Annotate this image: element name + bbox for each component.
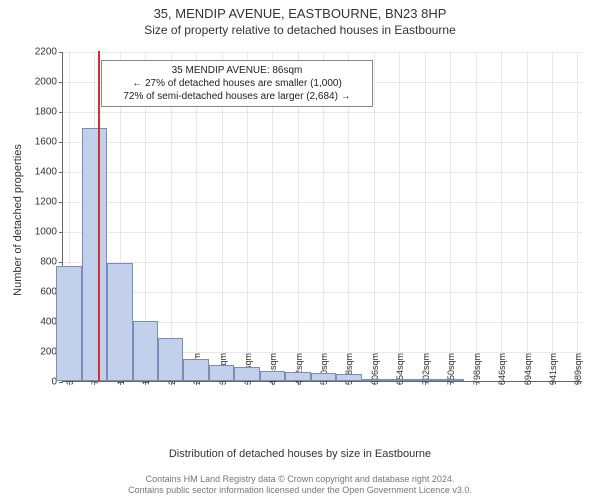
histogram-bar	[285, 372, 310, 381]
chart-title: 35, MENDIP AVENUE, EASTBOURNE, BN23 8HP	[0, 0, 600, 21]
footer-line-2: Contains public sector information licen…	[0, 485, 600, 496]
histogram-bar	[362, 379, 387, 381]
x-tick-label: 798sqm	[472, 353, 482, 385]
annotation-box: 35 MENDIP AVENUE: 86sqm ← 27% of detache…	[101, 60, 373, 107]
x-tick-label: 941sqm	[548, 353, 558, 385]
histogram-bar	[133, 321, 158, 381]
histogram-bar	[209, 365, 234, 382]
histogram-bar	[234, 367, 259, 381]
histogram-bar	[438, 379, 463, 381]
footer-line-1: Contains HM Land Registry data © Crown c…	[0, 474, 600, 485]
annotation-line-2: ← 27% of detached houses are smaller (1,…	[110, 77, 364, 90]
x-axis-label: Distribution of detached houses by size …	[0, 448, 600, 460]
property-marker-line	[98, 51, 100, 381]
histogram-bar	[56, 266, 81, 382]
annotation-line-3: 72% of semi-detached houses are larger (…	[110, 90, 364, 103]
x-tick-label: 846sqm	[497, 353, 507, 385]
plot-area: 0200400600800100012001400160018002000220…	[62, 52, 582, 412]
chart-subtitle: Size of property relative to detached ho…	[0, 21, 600, 37]
histogram-bar	[158, 338, 183, 382]
histogram-bar	[387, 379, 412, 381]
footer-attribution: Contains HM Land Registry data © Crown c…	[0, 474, 600, 496]
histogram-bar	[336, 374, 361, 381]
x-tick-label: 894sqm	[523, 353, 533, 385]
histogram-bar	[260, 371, 285, 382]
chart-container: 35, MENDIP AVENUE, EASTBOURNE, BN23 8HP …	[0, 0, 600, 500]
histogram-bar	[183, 359, 208, 381]
histogram-bar	[311, 373, 336, 381]
histogram-bar	[107, 263, 132, 382]
y-axis-label: Number of detached properties	[12, 144, 24, 296]
histogram-bar	[82, 128, 107, 382]
histogram-bar	[413, 379, 438, 381]
x-tick-label: 989sqm	[573, 353, 583, 385]
annotation-line-1: 35 MENDIP AVENUE: 86sqm	[110, 64, 364, 77]
